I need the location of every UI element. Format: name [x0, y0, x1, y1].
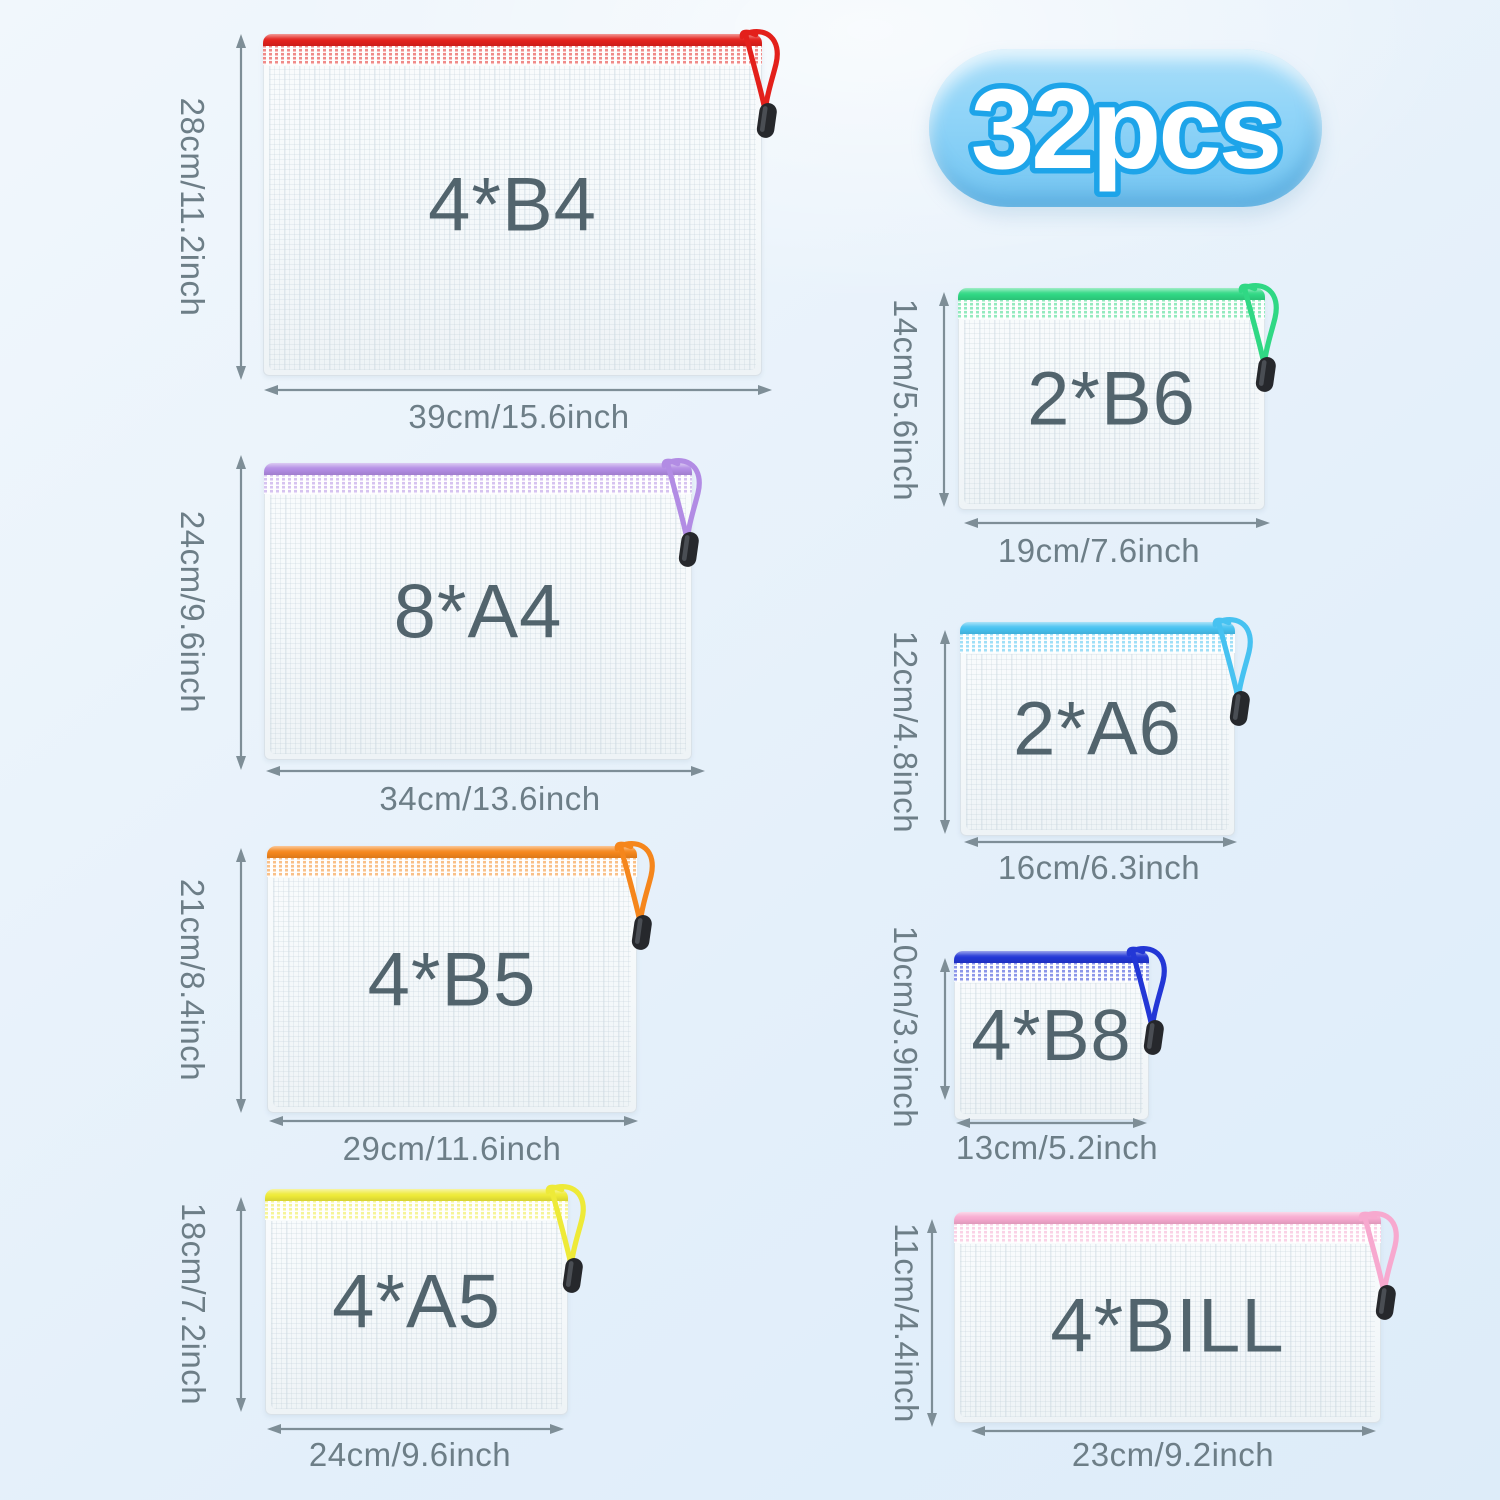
bag-a4-height-dimension-line	[236, 455, 246, 770]
bag-b5-zipper-pull-icon	[614, 841, 655, 950]
bag-b5-mesh-texture	[273, 878, 631, 1107]
bag-a5-zipper-pull-icon	[545, 1184, 586, 1293]
bag-a5-height-dimension-label: 18cm/7.2inch	[175, 1202, 212, 1406]
bag-a4-mesh-texture	[270, 495, 686, 754]
bag-b5: 4*B5	[267, 841, 655, 1113]
bag-b8-height-dimension-line	[940, 958, 950, 1100]
bag-b6-width-dimension-line	[964, 518, 1270, 528]
bag-a5-height-dimension-line	[236, 1197, 246, 1412]
bag-a6-height-dimension-label: 12cm/4.8inch	[887, 630, 924, 834]
bag-bill-height-dimension-line	[927, 1219, 937, 1427]
bag-bill-width-dimension-line	[971, 1426, 1376, 1436]
bag-b6-label: 2*B6	[1027, 356, 1196, 442]
bag-a4-zipper-mesh	[264, 475, 692, 494]
bag-a4-width-dimension-label: 34cm/13.6inch	[379, 780, 601, 817]
bag-bill-body: 4*BILL	[954, 1212, 1381, 1423]
bag-a5-zipper-mesh	[265, 1201, 568, 1220]
bag-b4-mesh-texture	[269, 66, 756, 370]
bag-a6-zipper-mesh	[960, 634, 1235, 653]
bag-b6-height-dimension-label: 14cm/5.6inch	[887, 298, 924, 502]
bag-a4-width-dimension-line	[266, 766, 705, 776]
bag-b8-zipper-mesh	[954, 963, 1149, 982]
quantity-badge-art: 32pcs	[965, 61, 1287, 199]
bag-b6-zipper-bar	[958, 288, 1265, 300]
bag-b5-zipper-mesh	[267, 858, 637, 877]
bag-b8-zipper-pull-icon	[1126, 946, 1167, 1055]
bag-b6: 2*B6	[958, 283, 1279, 510]
bag-b5-width-dimension-line	[269, 1116, 638, 1126]
bag-bill: 4*BILL	[954, 1211, 1399, 1423]
bag-a4-label: 8*A4	[393, 569, 563, 654]
bag-b8: 4*B8	[954, 946, 1167, 1120]
bag-a6-label: 2*A6	[1013, 686, 1182, 772]
bag-a6: 2*A6	[960, 617, 1253, 836]
bag-a5: 4*A5	[265, 1184, 586, 1415]
bag-b4: 4*B4	[263, 29, 780, 376]
bag-b4-height-dimension-label: 28cm/11.2inch	[174, 97, 211, 317]
bag-b5-height-dimension-line	[236, 848, 246, 1113]
bag-b8-width-dimension-label: 13cm/5.2inch	[955, 1129, 1159, 1166]
bag-a4: 8*A4	[264, 458, 702, 760]
bag-b4-zipper-pull-icon	[739, 29, 780, 138]
bag-bill-width-dimension-label: 23cm/9.2inch	[1071, 1436, 1275, 1473]
bag-a5-width-dimension-label: 24cm/9.6inch	[308, 1436, 512, 1473]
bag-b4-body: 4*B4	[263, 34, 762, 376]
bag-bill-mesh-texture	[960, 1244, 1375, 1417]
bag-b5-height-dimension-label: 21cm/8.4inch	[174, 878, 211, 1082]
bag-a6-zipper-pull-icon	[1212, 617, 1253, 726]
bag-a6-width-dimension-line	[964, 837, 1237, 847]
bag-bill-height-dimension-label: 11cm/4.4inch	[888, 1223, 925, 1423]
bag-b5-body: 4*B5	[267, 846, 637, 1113]
bag-b8-width-dimension-line	[956, 1118, 1147, 1128]
bag-a4-height-dimension-label: 24cm/9.6inch	[174, 510, 211, 714]
bag-b6-height-dimension-line	[939, 292, 949, 507]
bag-b5-label: 4*B5	[367, 937, 537, 1022]
bag-bill-label: 4*BILL	[1050, 1283, 1285, 1369]
quantity-badge: 32pcs	[929, 49, 1322, 207]
bag-b8-mesh-texture	[960, 983, 1143, 1114]
bag-b6-zipper-pull-icon	[1238, 283, 1279, 392]
bag-b5-zipper-bar	[267, 846, 637, 858]
bag-bill-zipper-mesh	[954, 1224, 1381, 1243]
quantity-badge-label: 32pcs	[971, 66, 1279, 193]
bag-b6-body: 2*B6	[958, 288, 1265, 510]
bag-a5-width-dimension-line	[267, 1424, 564, 1434]
bag-bill-zipper-pull-icon	[1358, 1211, 1399, 1320]
bag-b8-zipper-bar	[954, 951, 1149, 963]
bag-b4-width-dimension-line	[264, 385, 772, 395]
bag-a4-zipper-bar	[264, 463, 692, 475]
bag-a6-body: 2*A6	[960, 622, 1235, 836]
bag-b4-zipper-mesh	[263, 46, 762, 65]
bag-b6-mesh-texture	[964, 320, 1259, 504]
bag-b4-zipper-bar	[263, 34, 762, 46]
bag-a5-zipper-bar	[265, 1189, 568, 1201]
bag-a6-height-dimension-line	[940, 630, 950, 834]
bag-a4-body: 8*A4	[264, 463, 692, 760]
bag-b8-body: 4*B8	[954, 951, 1149, 1120]
bag-a6-mesh-texture	[966, 654, 1229, 830]
bag-a5-label: 4*A5	[332, 1259, 501, 1345]
bag-a6-zipper-bar	[960, 622, 1235, 634]
bag-b6-zipper-mesh	[958, 300, 1265, 319]
bag-b4-height-dimension-line	[236, 34, 246, 380]
bag-b4-label: 4*B4	[428, 162, 597, 248]
bag-b8-height-dimension-label: 10cm/3.9inch	[887, 925, 924, 1129]
bag-a5-mesh-texture	[271, 1221, 562, 1409]
bag-bill-zipper-bar	[954, 1212, 1381, 1224]
bag-b4-width-dimension-label: 39cm/15.6inch	[408, 398, 630, 435]
bag-b5-width-dimension-label: 29cm/11.6inch	[342, 1130, 562, 1167]
bag-a6-width-dimension-label: 16cm/6.3inch	[997, 849, 1201, 886]
bag-a5-body: 4*A5	[265, 1189, 568, 1415]
bag-b8-label: 4*B8	[971, 995, 1132, 1076]
bag-a4-zipper-pull-icon	[661, 458, 702, 567]
bag-b6-width-dimension-label: 19cm/7.6inch	[997, 532, 1201, 569]
